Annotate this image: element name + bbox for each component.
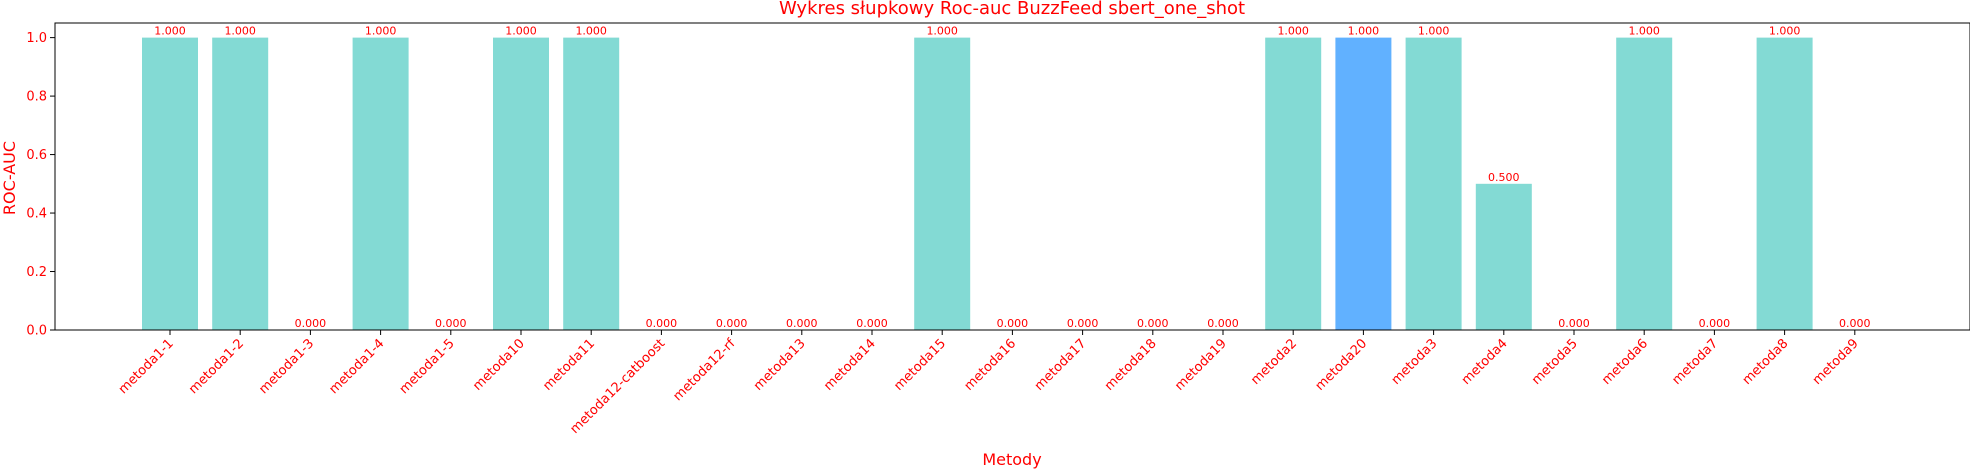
data-label-metoda13: 0.000 [786, 317, 818, 330]
bar-metoda20 [1335, 37, 1392, 330]
x-tick-label-metoda19: metoda19 [1172, 336, 1230, 394]
data-label-metoda1-5: 0.000 [435, 317, 467, 330]
data-label-metoda5: 0.000 [1558, 317, 1590, 330]
data-label-metoda16: 0.000 [997, 317, 1029, 330]
bar-metoda2 [1265, 37, 1322, 330]
x-tick-label-metoda20: metoda20 [1313, 336, 1371, 394]
bar-metoda4 [1475, 183, 1532, 330]
data-label-metoda2: 1.000 [1277, 25, 1309, 38]
bar-metoda1-2 [212, 37, 269, 330]
data-label-metoda4: 0.500 [1488, 171, 1520, 184]
data-label-metoda8: 1.000 [1769, 25, 1801, 38]
x-tick-label-metoda14: metoda14 [821, 336, 879, 394]
x-tick-label-metoda1-2: metoda1-2 [186, 336, 247, 397]
y-tick-label-0.0: 0.0 [26, 324, 47, 339]
x-tick-label-metoda7: metoda7 [1669, 336, 1721, 388]
data-label-metoda18: 0.000 [1137, 317, 1169, 330]
data-label-metoda6: 1.000 [1628, 25, 1660, 38]
plot-frame [54, 22, 1970, 331]
x-tick-label-metoda1-1: metoda1-1 [116, 336, 177, 397]
bar-metoda1-1 [142, 37, 198, 330]
x-tick-label-metoda2: metoda2 [1248, 336, 1300, 388]
x-tick-label-metoda13: metoda13 [751, 336, 809, 394]
x-tick-label-metoda1-4: metoda1-4 [326, 336, 387, 397]
x-tick-label-metoda10: metoda10 [470, 336, 528, 394]
data-label-metoda19: 0.000 [1207, 317, 1239, 330]
data-label-metoda9: 0.000 [1839, 317, 1871, 330]
x-tick-label-metoda6: metoda6 [1599, 336, 1651, 388]
x-tick-label-metoda18: metoda18 [1102, 336, 1160, 394]
data-label-metoda12-rf: 0.000 [716, 317, 748, 330]
bar-metoda15 [914, 37, 971, 330]
data-label-metoda12-catboost: 0.000 [646, 317, 678, 330]
x-tick-label-metoda1-3: metoda1-3 [256, 336, 317, 397]
x-tick-label-metoda9: metoda9 [1810, 336, 1862, 388]
data-label-metoda14: 0.000 [856, 317, 888, 330]
data-label-metoda1-4: 1.000 [365, 25, 397, 38]
y-tick-label-0.6: 0.6 [26, 148, 47, 163]
bar-metoda6 [1616, 37, 1673, 330]
y-tick-label-0.4: 0.4 [26, 207, 47, 222]
data-label-metoda1-3: 0.000 [295, 317, 327, 330]
x-tick-label-metoda12-rf: metoda12-rf [670, 336, 738, 404]
x-tick-label-metoda11: metoda11 [540, 336, 598, 394]
x-axis-label: Metody [982, 450, 1041, 469]
data-label-metoda17: 0.000 [1067, 317, 1099, 330]
chart-title: Wykres słupkowy Roc-auc BuzzFeed sbert_o… [779, 0, 1245, 19]
data-label-metoda1-2: 1.000 [224, 25, 256, 38]
bar-metoda1-4 [352, 37, 409, 330]
bar-metoda11 [563, 37, 620, 330]
x-axis: metoda1-1 metoda1-2 metoda1-3 metoda1-4 meto… [116, 330, 1862, 437]
bar-metoda3 [1405, 37, 1462, 330]
x-tick-label-metoda15: metoda15 [891, 336, 949, 394]
data-label-metoda20: 1.000 [1348, 25, 1380, 38]
y-tick-label-0.8: 0.8 [26, 90, 47, 105]
x-tick-label-metoda16: metoda16 [962, 336, 1020, 394]
data-label-metoda7: 0.000 [1699, 317, 1731, 330]
x-tick-label-metoda8: metoda8 [1740, 336, 1792, 388]
bar-metoda10 [493, 37, 549, 330]
bar-metoda8 [1756, 37, 1813, 330]
data-label-metoda15: 1.000 [926, 25, 958, 38]
data-labels-group: 1.000 1.000 0.000 1.000 0.000 1.000 1.000 0.000… [154, 25, 1870, 330]
data-label-metoda10: 1.000 [505, 25, 537, 38]
y-axis: 0.0 0.2 0.4 0.6 0.8 1.0 [26, 31, 55, 339]
x-tick-label-metoda1-5: metoda1-5 [397, 336, 458, 397]
y-tick-label-1.0: 1.0 [26, 31, 47, 46]
x-tick-label-metoda5: metoda5 [1529, 336, 1581, 388]
bars-group [142, 37, 1813, 330]
x-tick-label-metoda17: metoda17 [1032, 336, 1090, 394]
x-tick-label-metoda3: metoda3 [1389, 336, 1441, 388]
data-label-metoda3: 1.000 [1418, 25, 1450, 38]
x-tick-label-metoda4: metoda4 [1459, 336, 1511, 388]
data-label-metoda11: 1.000 [575, 25, 607, 38]
y-axis-label: ROC-AUC [0, 141, 19, 215]
y-tick-label-0.2: 0.2 [26, 265, 47, 280]
data-label-metoda1-1: 1.000 [154, 25, 186, 38]
